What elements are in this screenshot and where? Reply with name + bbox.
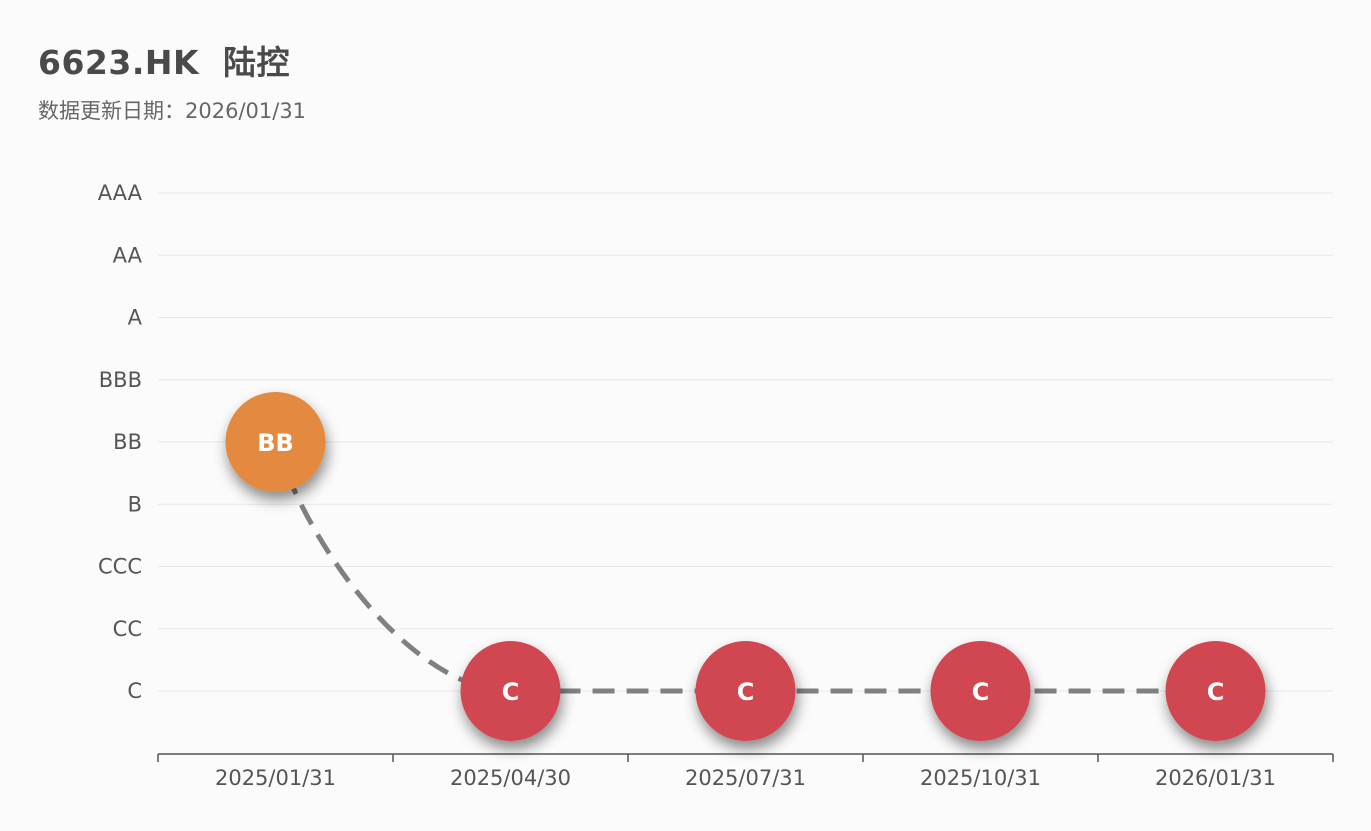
update-date-value: 2026/01/31 [185,99,307,123]
x-tick-labels: 2025/01/31 2025/04/30 2025/07/31 2025/10/31… [215,766,1276,790]
data-point[interactable]: C [1165,641,1266,741]
x-axis [157,753,1334,762]
data-point-label: C [972,678,990,706]
y-tick-label: BBB [99,368,142,392]
data-point-label: C [737,678,755,706]
data-points: BB C C C C [225,392,1266,741]
y-tick-label: AA [113,243,143,267]
y-tick-label: BB [113,430,142,454]
data-point-marker [695,641,796,741]
x-tick-label: 2025/07/31 [685,766,806,790]
x-tick-label: 2025/10/31 [920,766,1041,790]
data-point[interactable]: C [930,641,1031,741]
data-point-marker [225,392,326,492]
rating-trend-line [273,441,1216,694]
data-point-label: C [1207,678,1225,706]
data-point[interactable]: C [695,641,796,741]
x-tick-label: 2025/04/30 [450,766,571,790]
y-tick-label: B [128,492,142,516]
update-date-label: 数据更新日期： [38,99,185,123]
y-tick-label: A [128,306,143,330]
y-tick-label: CC [113,617,142,641]
y-tick-label: AAA [98,181,143,205]
update-date: 数据更新日期：2026/01/31 [38,95,306,125]
y-tick-label: CCC [98,555,142,579]
page-title: 6623.HK 陆控 [38,43,291,82]
data-point-marker [930,641,1031,741]
data-point-marker [460,641,561,741]
data-point-label: C [502,678,520,706]
series-line [273,441,1216,694]
data-point[interactable]: C [460,641,561,741]
data-point-marker [1165,641,1266,741]
x-tick-label: 2025/01/31 [215,766,336,790]
x-tick-label: 2026/01/31 [1155,766,1276,790]
grid-layer [158,192,1333,692]
data-point-label: BB [257,429,294,457]
data-point[interactable]: BB [225,392,326,492]
y-tick-label: C [127,679,142,703]
